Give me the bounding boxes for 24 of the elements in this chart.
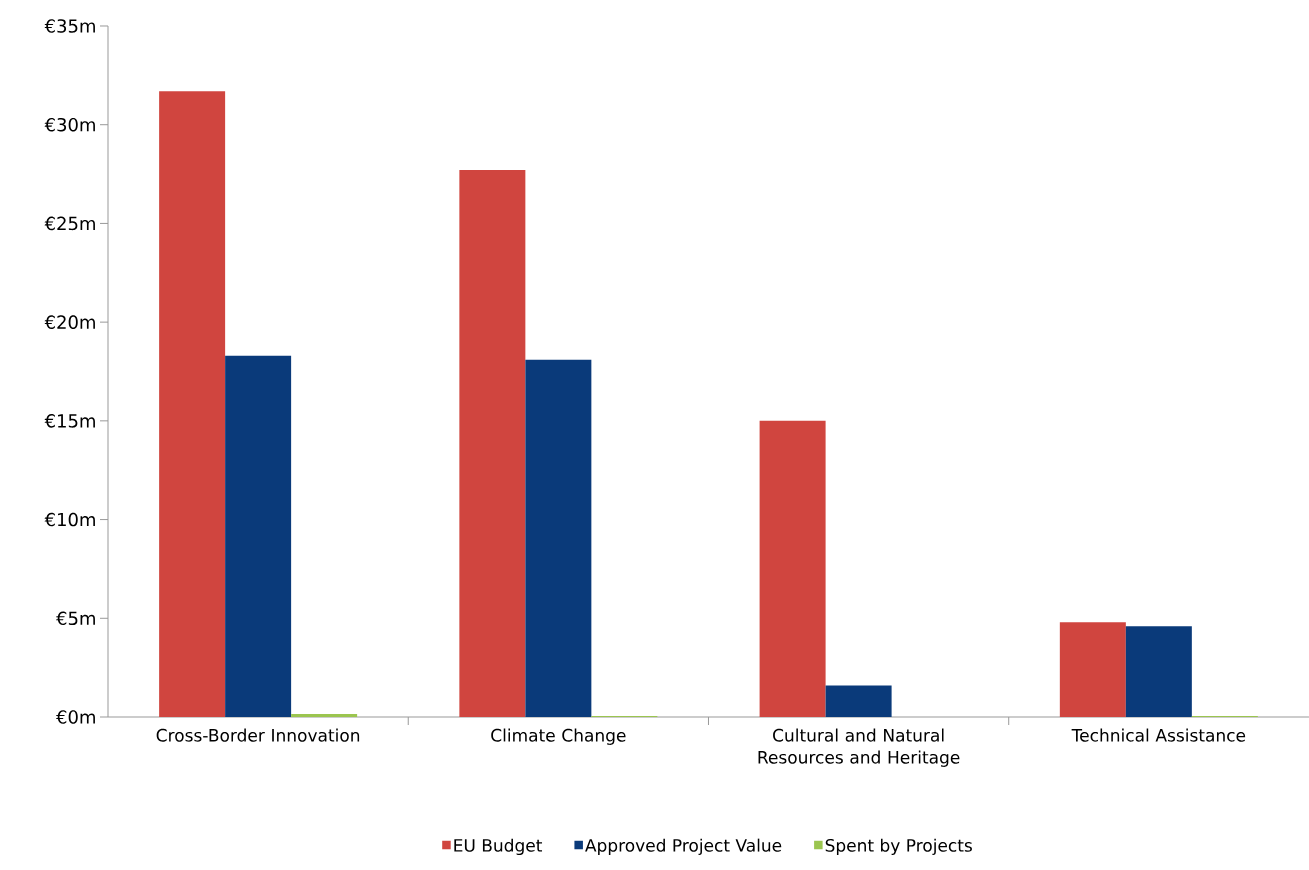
y-tick-label: €5m [56, 611, 95, 626]
x-tick-label: Cross-Border Innovation [156, 728, 360, 742]
bar [1125, 626, 1192, 717]
bar [1059, 622, 1126, 717]
bar [825, 685, 892, 717]
x-tick-label: Technical Assistance [1071, 728, 1246, 742]
bar [525, 359, 592, 717]
bar [225, 355, 292, 717]
y-tick-label: €0m [56, 710, 95, 724]
bar [291, 714, 358, 717]
legend-label: Approved Project Value [585, 838, 782, 856]
x-tick-label: Climate Change [491, 728, 626, 745]
y-tick-label: €35m [44, 19, 95, 33]
legend-label: EU Budget [454, 838, 543, 856]
y-tick-label: €15m [44, 414, 95, 428]
bar [159, 91, 226, 717]
y-tick-label: €20m [44, 315, 95, 329]
legend-label: Spent by Projects [825, 838, 972, 856]
y-tick-label: €10m [44, 512, 95, 527]
y-tick-label: €30m [44, 117, 95, 132]
x-tick-label: Cultural and Natural Resources and Heritage [758, 728, 960, 767]
bar [459, 170, 526, 717]
bar [759, 420, 826, 717]
y-tick-label: €25m [44, 216, 95, 231]
